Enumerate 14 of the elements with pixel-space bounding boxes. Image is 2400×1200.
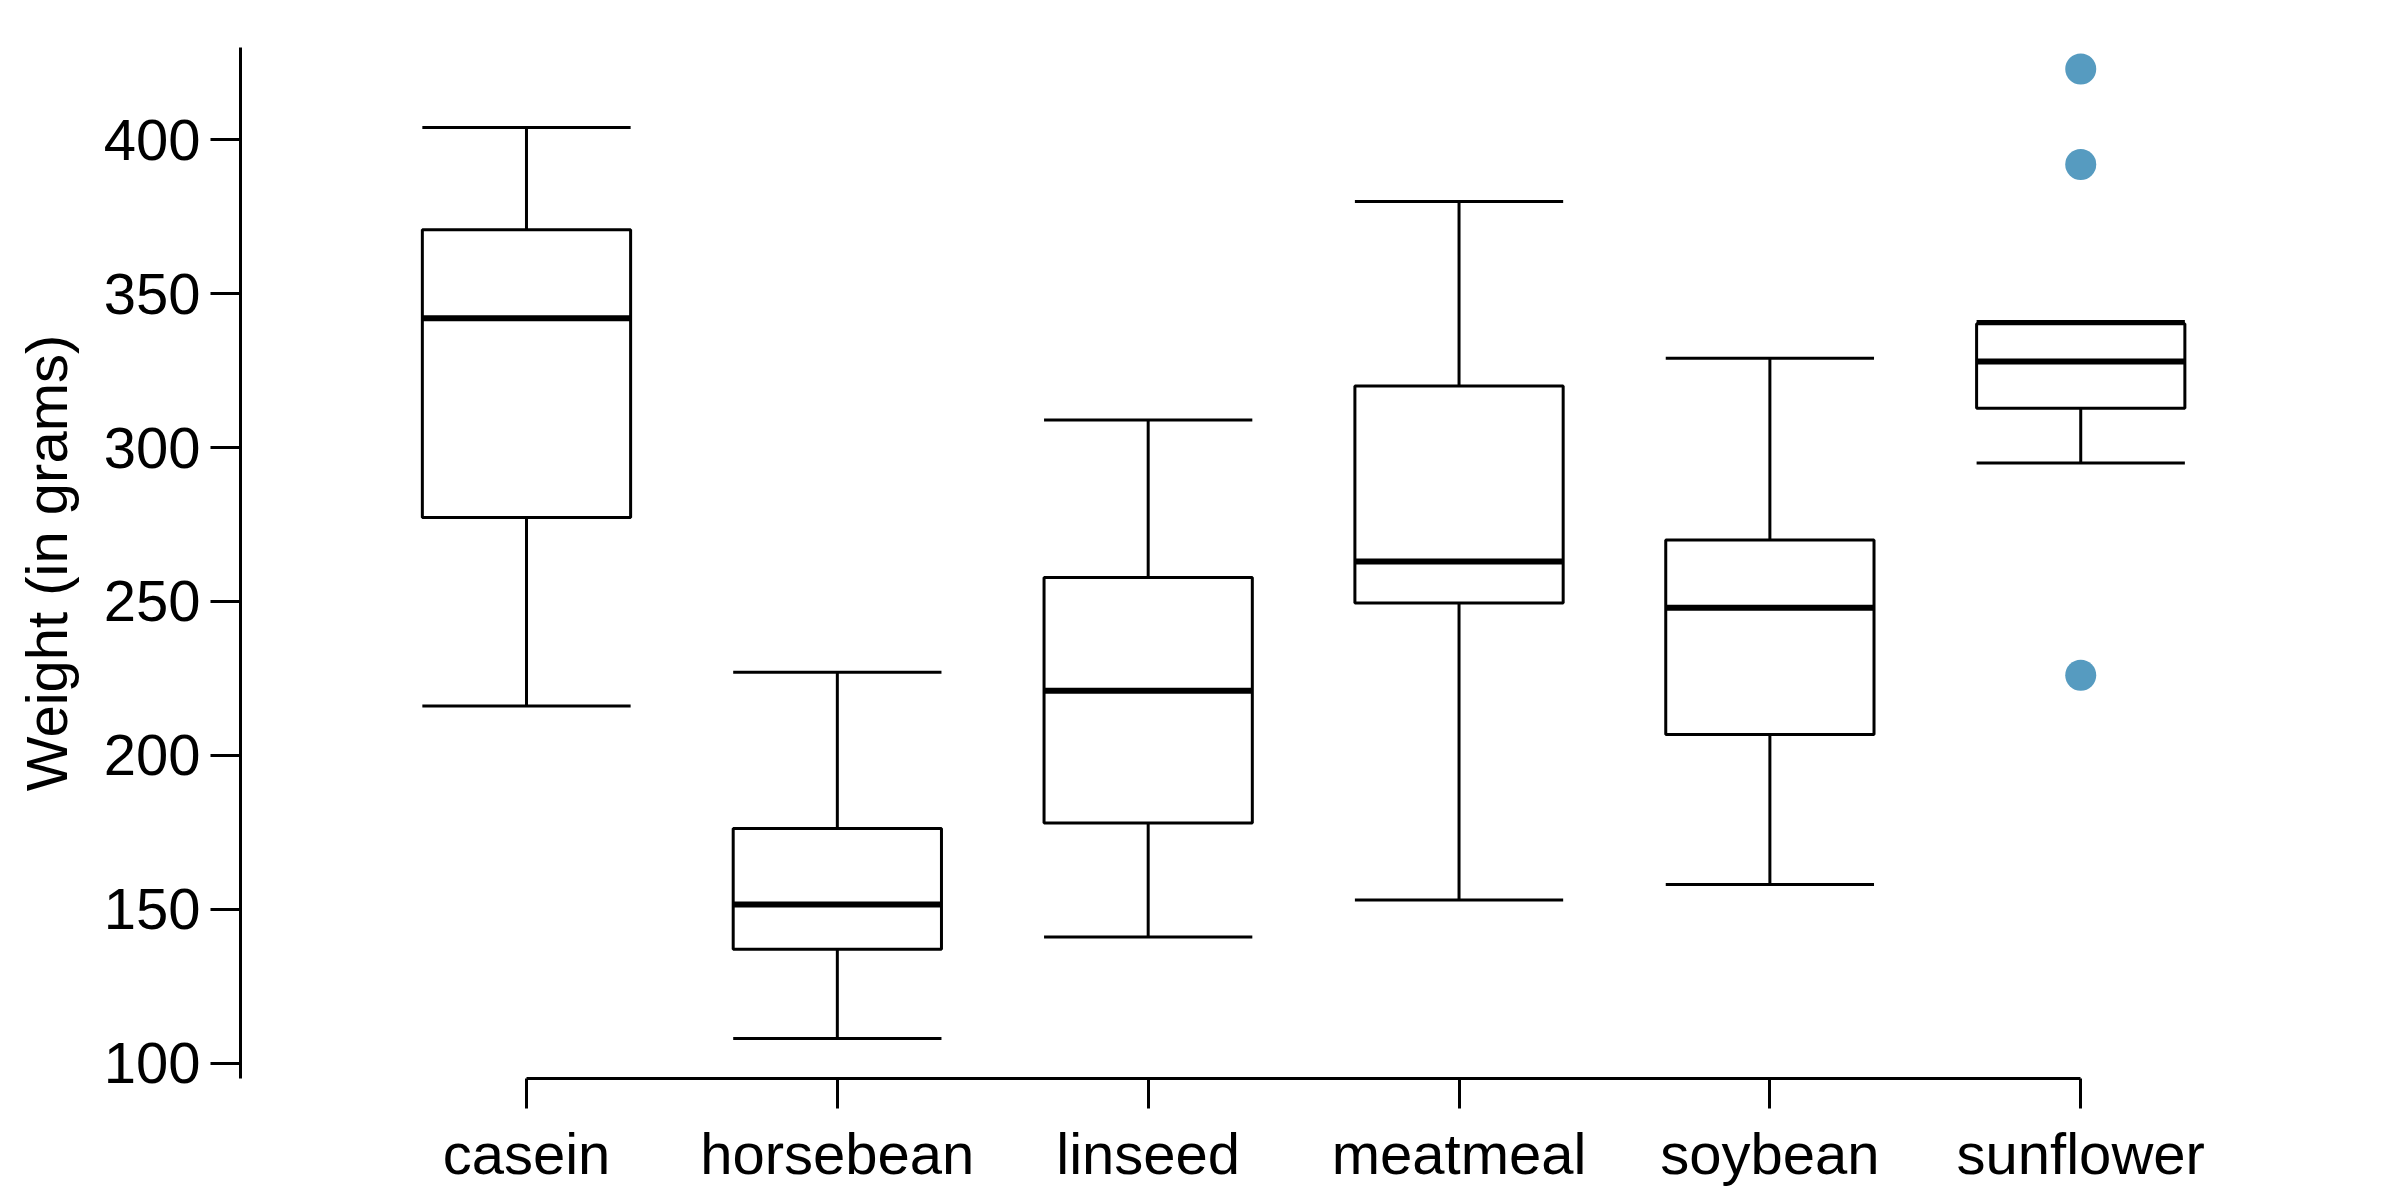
y-tick-label: 250: [103, 568, 201, 634]
x-tick-label: soybean: [1660, 1120, 1880, 1186]
x-tick-label: casein: [442, 1120, 611, 1186]
y-tick-label: 200: [103, 722, 201, 788]
y-tick-label: 400: [103, 106, 201, 172]
y-tick-label: 300: [103, 414, 201, 480]
y-tick-label: 100: [103, 1030, 201, 1096]
y-axis-title: Weight (in grams): [13, 334, 79, 792]
x-tick-label: linseed: [1056, 1120, 1241, 1186]
y-tick-label: 350: [103, 260, 201, 326]
x-tick-label: meatmeal: [1331, 1120, 1587, 1186]
y-tick-label: 150: [103, 876, 201, 942]
x-tick-label: horsebean: [700, 1120, 975, 1186]
x-tick-label: sunflower: [1956, 1120, 2205, 1186]
